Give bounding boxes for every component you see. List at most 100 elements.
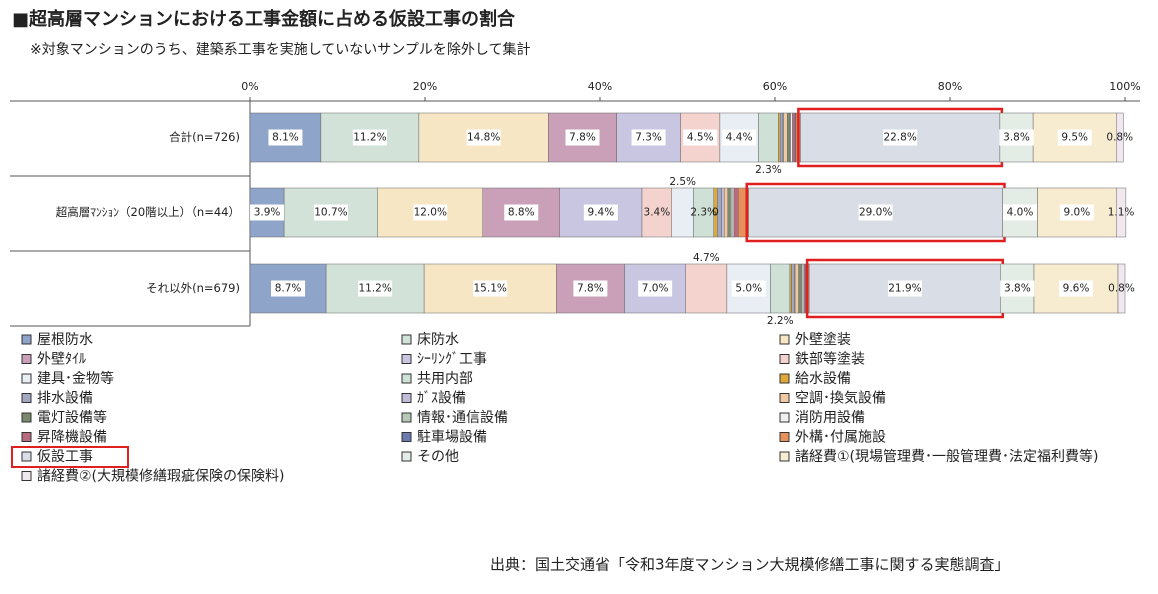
legend-label: 鉄部等塗装 [795, 351, 865, 368]
label-bg [638, 280, 673, 297]
legend-label: 床防水 [417, 332, 459, 348]
data-label: 3.8% [1003, 132, 1030, 144]
data-label: 4.5% [687, 132, 714, 144]
label-bg [731, 280, 766, 297]
legend-label: 諸経費①(現場管理費･一般管理費･法定福利費等) [795, 448, 1098, 465]
bar-segment [731, 187, 735, 238]
legend-swatch [401, 432, 412, 442]
data-label: 7.0% [642, 283, 669, 295]
legend-swatch [21, 354, 32, 364]
legend-swatch [401, 451, 412, 462]
legend-swatch [21, 412, 32, 423]
data-label: 10.7% [314, 207, 347, 219]
bar-segment [790, 112, 793, 163]
legend-swatch [21, 471, 32, 481]
legend-swatch [21, 432, 32, 442]
bar-segment [770, 263, 791, 314]
data-label: 7.8% [577, 283, 604, 295]
label-bg [1000, 280, 1035, 297]
data-label: 8.8% [508, 207, 535, 219]
legend-swatch [401, 354, 412, 364]
bar-segment [727, 187, 731, 238]
legend-label: 共用内部 [417, 371, 473, 387]
category-label: 超高層ﾏﾝｼｮﾝ（20階以上）（n=44） [56, 205, 240, 219]
legend-label: 駐車場設備 [417, 429, 487, 446]
legend-label: 排水設備 [37, 391, 93, 407]
data-label: 21.9% [888, 283, 921, 295]
data-label: 1.1% [1108, 207, 1135, 219]
legend-swatch [401, 393, 412, 403]
data-label: 3.4% [644, 207, 671, 219]
label-bg [631, 129, 666, 146]
label-bg [413, 204, 448, 221]
data-label: 7.8% [569, 132, 596, 144]
label-bg [358, 280, 393, 297]
label-bg [313, 204, 348, 221]
data-label: 11.2% [358, 283, 391, 295]
bar-segment [801, 263, 805, 314]
data-label: 9.6% [1063, 283, 1090, 295]
data-label: 11.2% [353, 132, 386, 144]
label-bg [466, 129, 501, 146]
legend-label: 仮設工事 [37, 449, 93, 465]
legend-label: 空調･換気設備 [795, 391, 886, 407]
legend-swatch [779, 334, 790, 345]
legend-label: 諸経費②(大規模修繕瑕疵保険の保険料) [37, 469, 284, 485]
data-label: 14.8% [467, 132, 500, 144]
bar-segment [803, 263, 806, 314]
legend-swatch [779, 412, 790, 423]
bar-segment [1116, 187, 1127, 238]
data-label: 0.8% [1108, 283, 1135, 295]
data-label: 9.4% [588, 207, 615, 219]
legend-swatch [779, 373, 790, 384]
label-bg [1003, 204, 1037, 221]
legend-label: その他 [417, 449, 459, 465]
legend-label: 情報･通信設備 [417, 410, 508, 426]
label-bg [473, 280, 508, 297]
bar-segment [1117, 263, 1126, 314]
data-label: 9.0% [1064, 207, 1091, 219]
data-label: 2.5% [669, 176, 696, 188]
bar-segment [721, 187, 725, 238]
category-label: それ以外(n=679) [146, 281, 240, 295]
data-label: 15.1% [474, 283, 507, 295]
data-label: 22.8% [883, 132, 916, 144]
bar-segment [1116, 112, 1124, 163]
legend-swatch [401, 334, 412, 345]
bar-segment [783, 112, 788, 163]
legend-label: 外構･付属施設 [795, 430, 886, 446]
legend-swatch [21, 451, 32, 462]
label-bg [722, 129, 757, 146]
legend-label: 給水設備 [795, 371, 851, 387]
label-bg [683, 129, 718, 146]
bar-segment [685, 263, 728, 314]
label-bg [268, 129, 303, 146]
legend-label: 消防用設備 [795, 410, 865, 426]
bar-segment [789, 263, 792, 314]
chart-subtitle: ※対象マンションのうち、建築系工事を実施していないサンプルを除外して集計 [30, 41, 530, 58]
label-bg [583, 204, 618, 221]
label-bg [858, 204, 893, 221]
bar-segment [787, 112, 791, 163]
legend-label: ｶﾞｽ設備 [417, 391, 466, 407]
data-label: 4.4% [726, 132, 753, 144]
legend-label: 屋根防水 [37, 332, 93, 348]
data-label: 8.7% [275, 283, 302, 295]
legend-label: 外壁ﾀｲﾙ [37, 352, 86, 368]
legend-label: ｼｰﾘﾝｸﾞ工事 [417, 352, 487, 368]
bar-segment [780, 112, 784, 163]
legend-swatch [779, 432, 790, 442]
data-label: 2.3% [755, 164, 782, 176]
legend-label: 建具･金物等 [37, 370, 114, 387]
data-label: 9.5% [1061, 132, 1088, 144]
data-label: 29.0% [859, 207, 892, 219]
data-label: 4.7% [693, 252, 720, 264]
label-bg [887, 280, 922, 297]
legend-swatch [401, 412, 412, 423]
chart-title: ■超高層マンションにおける工事金額に占める仮設工事の割合 [12, 8, 516, 30]
legend-label: 電灯設備等 [37, 409, 107, 426]
legend-swatch [779, 393, 790, 403]
bar-segment [730, 187, 733, 238]
source-note: 出典：国土交通省「令和3年度マンション大規模修繕工事に関する実態調査」 [490, 556, 1010, 574]
